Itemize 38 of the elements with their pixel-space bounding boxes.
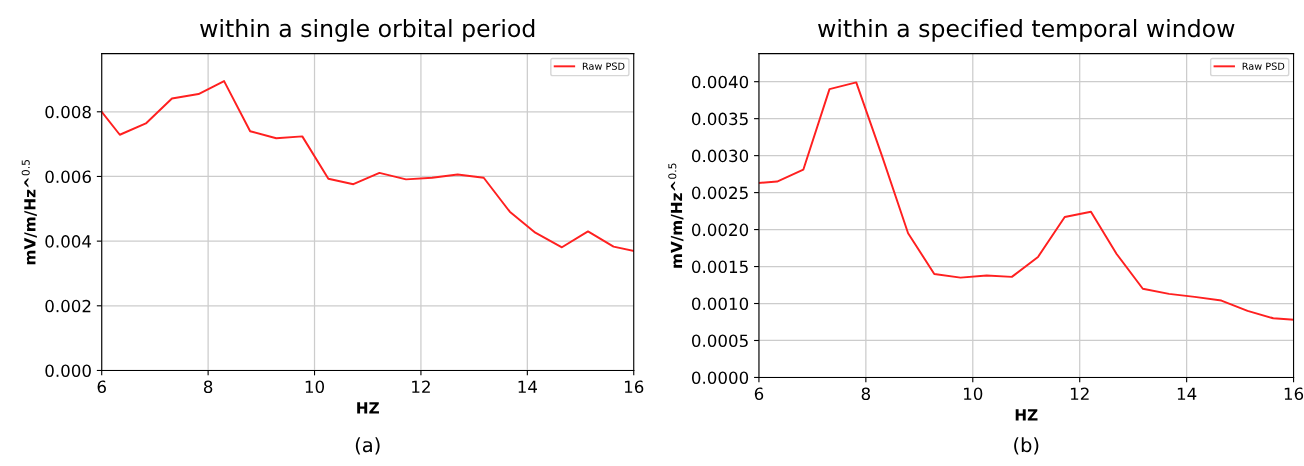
y-axis-title: mV/m/Hz^$^{0.5}$	[668, 163, 684, 268]
y-tick-label: 0.000	[45, 364, 91, 378]
chart-title: within a single orbital period	[200, 18, 535, 42]
y-tick-label: 0.0000	[691, 371, 749, 385]
y-tick-label: 0.0020	[691, 223, 749, 237]
x-tick-label: 8	[203, 380, 213, 394]
text: (a)	[355, 437, 380, 455]
line-series	[758, 81, 1294, 321]
y-tick-label: 0.008	[45, 105, 91, 119]
x-axis-title: HZ	[357, 402, 379, 414]
y-tick-label: 0.0010	[691, 297, 749, 311]
y-tick-label: 0.0035	[691, 112, 748, 126]
x-tick-label: 14	[1177, 387, 1197, 400]
x-tick-label: 6	[754, 387, 764, 401]
y-axis-title: mV/m/Hz^$^{0.5}$	[21, 159, 37, 265]
chart-title: within a specified temporal window	[818, 18, 1235, 42]
y-tick-label: 0.0025	[691, 186, 748, 200]
x-tick-label: 12	[1070, 387, 1089, 400]
legend-label: Raw PSD	[582, 62, 625, 70]
legend-label: Raw PSD	[1242, 62, 1285, 70]
x-tick-label: 8	[861, 387, 871, 401]
x-tick-label: 16	[1284, 387, 1304, 401]
x-tick-label: 14	[518, 380, 538, 393]
text: (b)	[1014, 437, 1039, 455]
x-tick-label: 10	[964, 387, 983, 401]
y-tick-label: 0.0040	[691, 75, 749, 89]
line-series	[101, 80, 634, 252]
x-tick-label: 10	[305, 380, 325, 394]
y-tick-label: 0.0005	[691, 334, 748, 348]
y-tick-label: 0.004	[45, 235, 92, 248]
x-tick-label: 12	[412, 380, 430, 393]
y-tick-label: 0.002	[45, 299, 91, 313]
y-tick-label: 0.0030	[691, 149, 749, 163]
x-tick-label: 6	[97, 380, 106, 394]
x-axis-title: HZ	[1015, 409, 1038, 421]
y-tick-label: 0.006	[45, 170, 91, 184]
y-tick-label: 0.0015	[691, 260, 748, 274]
x-tick-label: 16	[624, 380, 644, 394]
